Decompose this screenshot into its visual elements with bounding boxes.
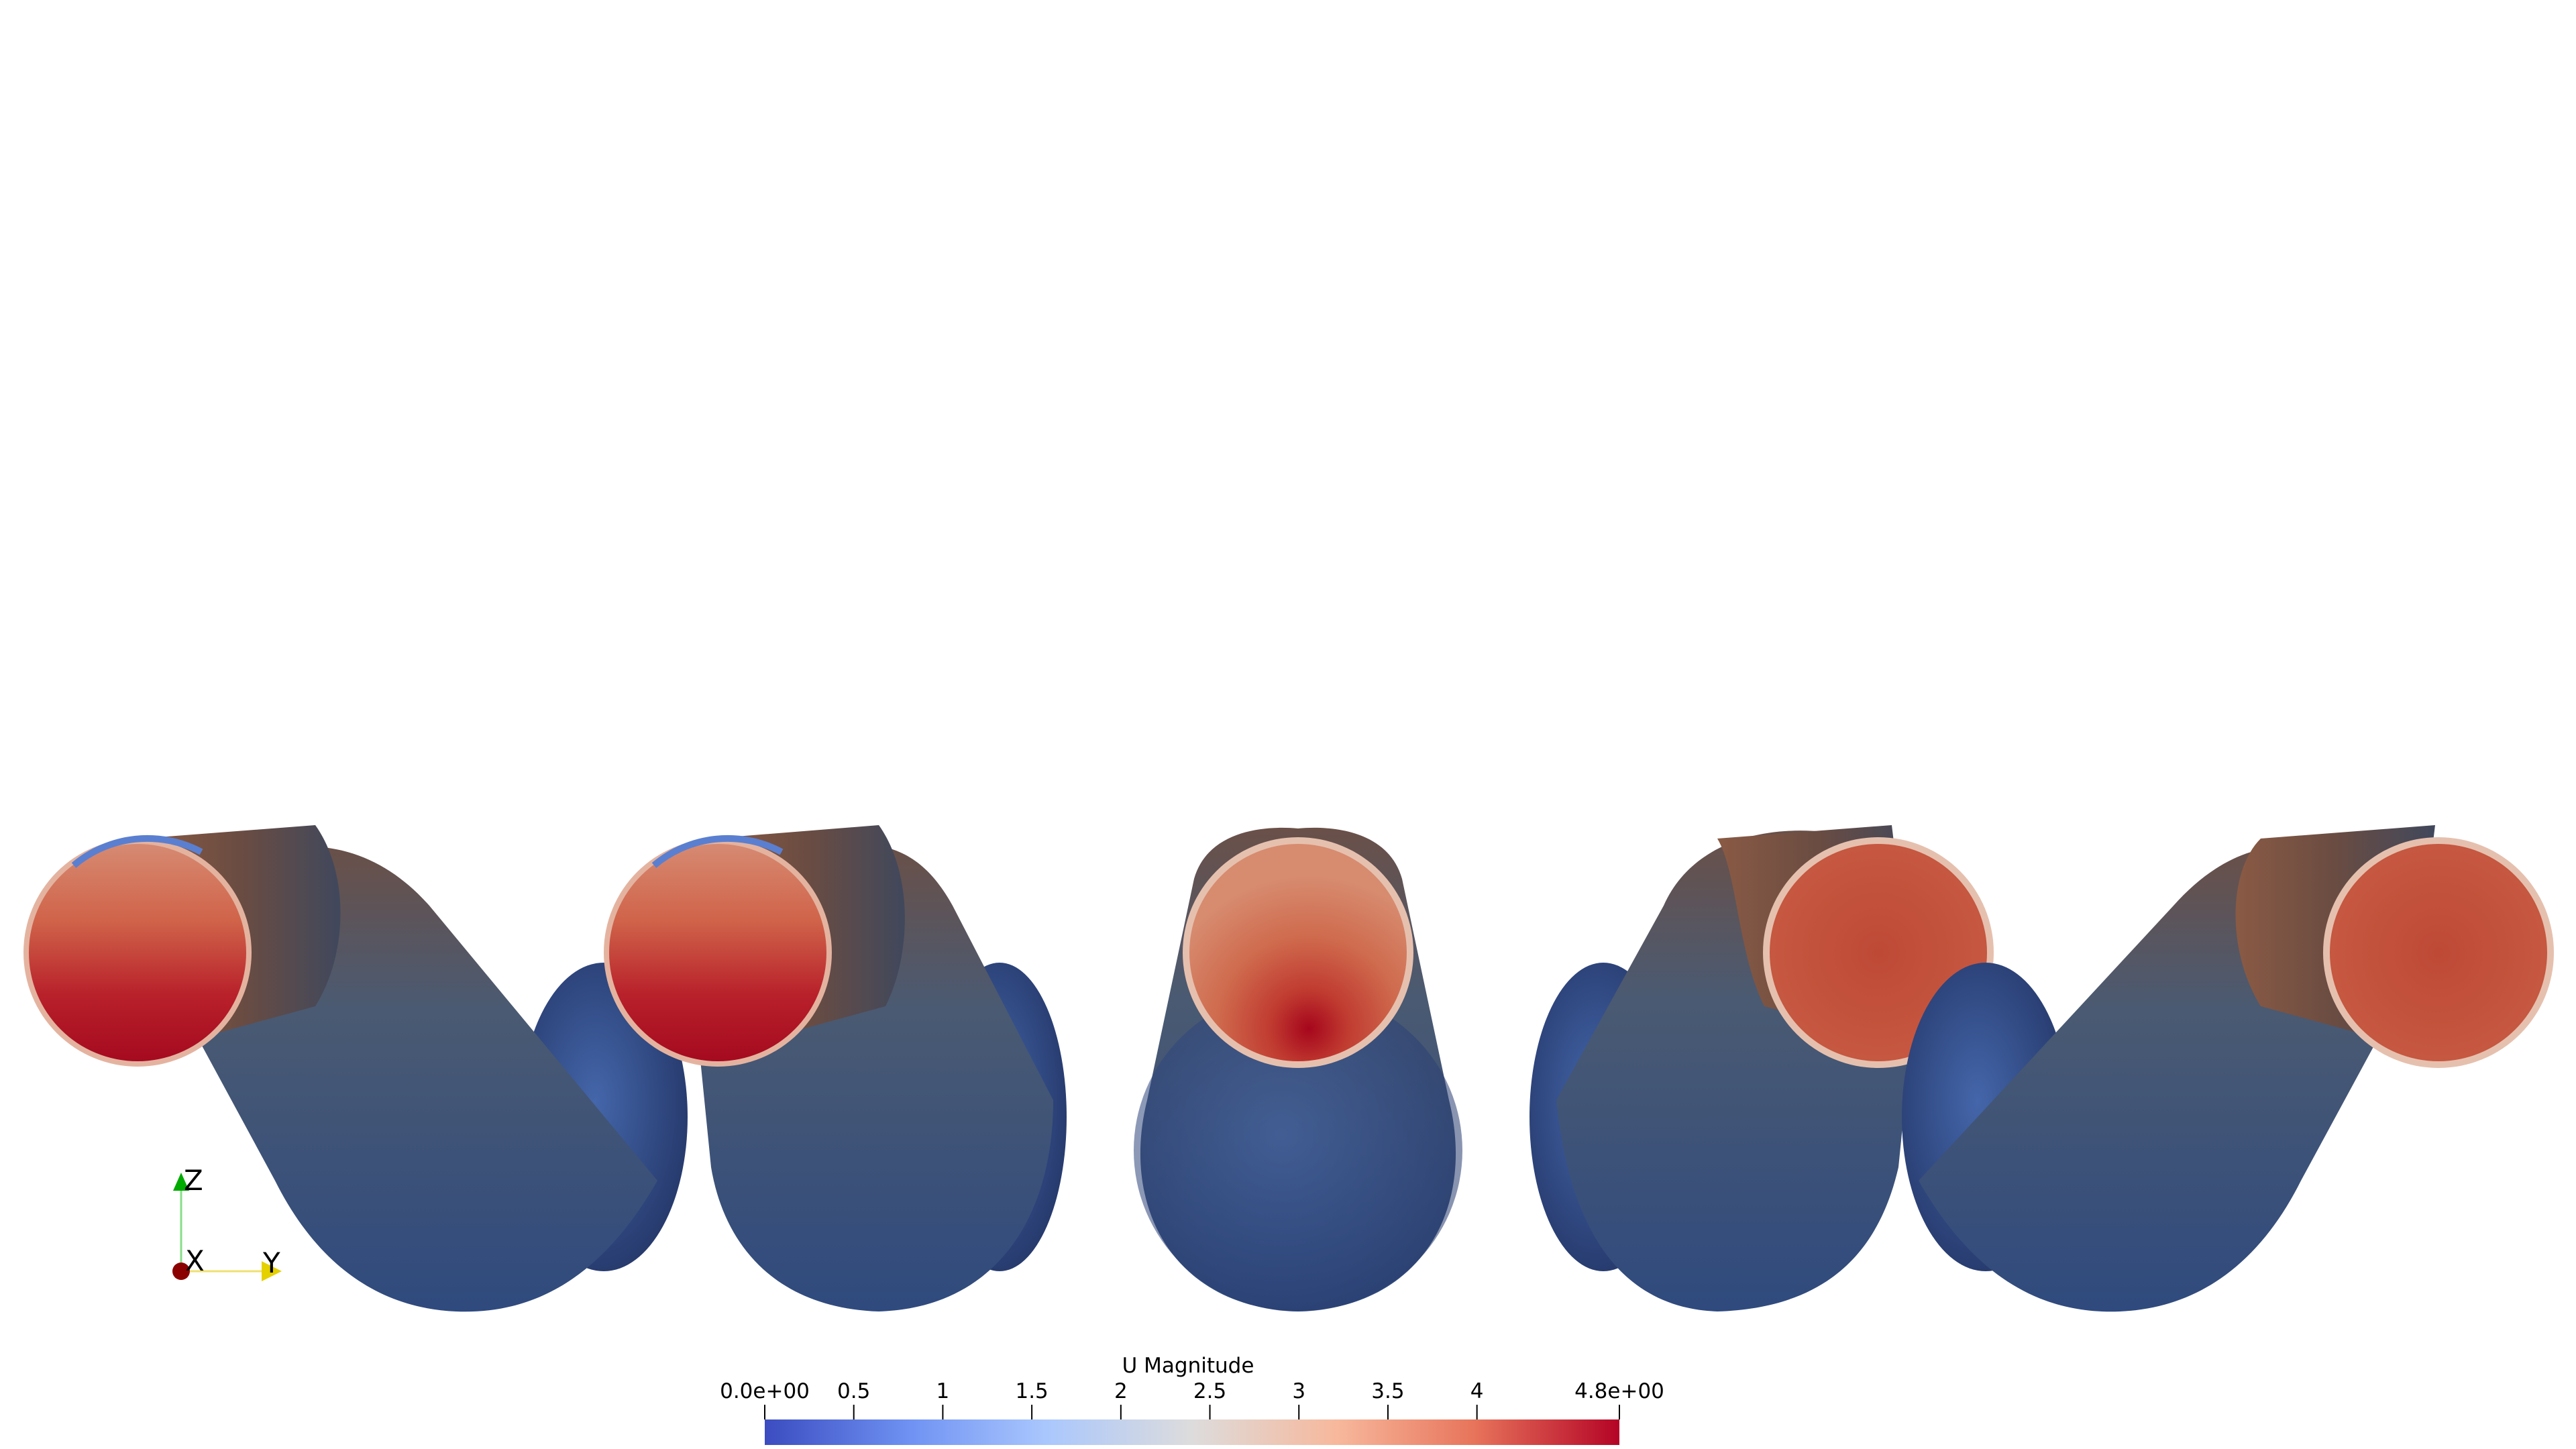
colorbar-tick-label: 0.5 bbox=[837, 1379, 871, 1403]
pipe-1[interactable] bbox=[23, 825, 688, 1312]
colorbar-tick-label: 2 bbox=[1114, 1379, 1128, 1403]
colorbar-tick-label: 2.5 bbox=[1193, 1379, 1227, 1403]
colorbar-tick-label: 3 bbox=[1292, 1379, 1306, 1403]
y-axis-arrow bbox=[262, 1261, 282, 1281]
pipe-4[interactable] bbox=[1529, 825, 1994, 1311]
pipe-1-inlet-face bbox=[29, 844, 246, 1061]
orientation-axes bbox=[172, 1173, 282, 1281]
pipe-2-inlet-face bbox=[609, 844, 826, 1061]
colorbar-tick-label: 1.5 bbox=[1015, 1379, 1049, 1403]
colorbar bbox=[764, 1405, 1620, 1445]
pipe-5-inlet-face bbox=[2330, 844, 2547, 1061]
colorbar-tick-label: 1 bbox=[936, 1379, 950, 1403]
z-axis-arrow bbox=[173, 1173, 189, 1191]
colorbar-tick-label: 4 bbox=[1470, 1379, 1484, 1403]
pipe-5[interactable] bbox=[1902, 825, 2554, 1312]
pipe-1-inlet-low-edge bbox=[71, 835, 203, 868]
colorbar-tick-label: 0.0e+00 bbox=[720, 1379, 810, 1403]
colorbar-ticks bbox=[764, 1405, 1620, 1419]
colorbar-gradient bbox=[765, 1419, 1619, 1445]
colorbar-tick-label: 3.5 bbox=[1371, 1379, 1405, 1403]
pipe-3-outlet-cap bbox=[1134, 989, 1462, 1311]
pipe-2[interactable] bbox=[604, 825, 1067, 1311]
pipe-2-inlet-low-edge bbox=[651, 835, 784, 868]
pipe-3[interactable] bbox=[1134, 827, 1462, 1311]
z-axis-label: Z bbox=[184, 1164, 203, 1197]
colorbar-tick-label: 4.8e+00 bbox=[1574, 1379, 1664, 1403]
x-axis-label: X bbox=[185, 1244, 205, 1277]
y-axis-label: Y bbox=[263, 1246, 280, 1279]
x-axis-dot bbox=[172, 1263, 190, 1280]
pipe-3-inlet-face bbox=[1189, 844, 1407, 1061]
